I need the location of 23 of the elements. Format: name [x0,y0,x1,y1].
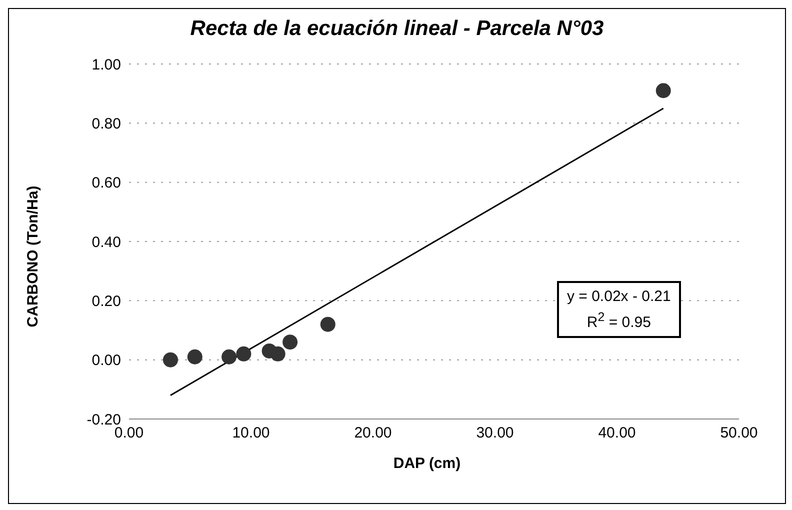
x-tick-label: 50.00 [720,424,758,442]
point [656,83,671,98]
x-tick-label: 20.00 [354,424,392,442]
y-tick-label: 0.60 [92,174,121,192]
point [162,352,178,368]
point [236,346,252,362]
y-tick-label: 1.00 [92,56,121,74]
x-tick-label: 30.00 [476,424,514,442]
y-tick-label: 0.00 [92,352,121,370]
point [320,316,336,332]
y-tick-label: 0.80 [92,115,121,132]
x-axis-title: DAP (cm) [392,455,462,472]
point [270,346,286,362]
point [187,349,202,364]
annotation: y = 0.02x - 0.21 R$^{2}$ = 0.95 [567,288,671,331]
y-tick-label: 0.40 [92,234,121,251]
x-tick-label: 40.00 [598,424,636,442]
y-axis-title: CARBONO (Ton/Ha) [24,185,42,327]
point [222,349,237,364]
x-tick-label: 10.00 [232,424,270,442]
point [282,334,298,350]
chart-title: Recta de la ecuación lineal - Parcela N°03 [189,17,605,41]
y-tick-label: 0.20 [92,292,121,310]
